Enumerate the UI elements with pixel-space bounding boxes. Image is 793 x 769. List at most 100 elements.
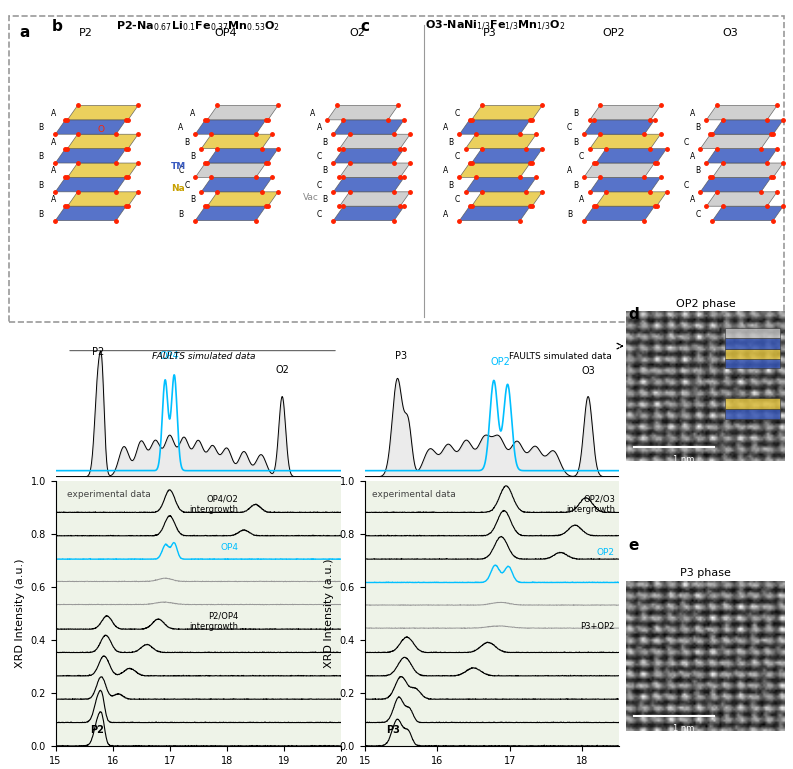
Text: C: C [567,123,572,132]
Text: P3: P3 [386,725,400,735]
Polygon shape [339,135,410,148]
Text: experimental data: experimental data [372,490,456,499]
Text: C: C [178,166,183,175]
Text: C: C [684,181,688,190]
Text: e: e [628,538,638,553]
Text: a: a [20,25,30,40]
Text: O2: O2 [275,365,289,375]
Polygon shape [328,105,398,120]
Text: O2: O2 [350,28,366,38]
Bar [725,349,780,359]
Text: A: A [190,109,196,118]
Text: B: B [39,123,44,132]
Bar [725,359,780,368]
Polygon shape [584,120,654,135]
Y-axis label: XRD Intensity (a.u.): XRD Intensity (a.u.) [15,558,25,668]
Polygon shape [712,120,783,135]
Text: A: A [442,123,448,132]
Polygon shape [472,191,542,206]
Polygon shape [465,178,536,191]
Text: B: B [449,181,454,190]
Text: P2-Na$_{0.67}$Li$_{0.1}$Fe$_{0.37}$Mn$_{0.53}$O$_2$: P2-Na$_{0.67}$Li$_{0.1}$Fe$_{0.37}$Mn$_{… [117,19,280,33]
Text: C: C [316,152,322,161]
Polygon shape [712,163,783,178]
Polygon shape [596,191,667,206]
Polygon shape [584,206,654,221]
Text: FAULTS simulated data: FAULTS simulated data [151,352,255,361]
Text: B: B [190,195,196,205]
Text: OP4: OP4 [214,28,237,38]
Text: TM: TM [171,162,186,171]
Polygon shape [195,206,266,221]
Polygon shape [56,120,126,135]
Title: OP2 phase: OP2 phase [676,299,736,309]
Text: B: B [449,138,454,147]
Text: A: A [690,152,695,161]
Polygon shape [339,163,410,178]
Text: A: A [310,109,316,118]
Text: P3+OP2: P3+OP2 [580,622,615,631]
Text: O3-NaNi$_{1/3}$Fe$_{1/3}$Mn$_{1/3}$O$_2$: O3-NaNi$_{1/3}$Fe$_{1/3}$Mn$_{1/3}$O$_2$ [425,19,566,33]
Text: P2: P2 [79,28,93,38]
Polygon shape [67,105,138,120]
Text: A: A [51,166,56,175]
Polygon shape [707,105,777,120]
Text: OP2/O3
intergrowth: OP2/O3 intergrowth [566,494,615,514]
Text: OP2: OP2 [490,357,511,367]
Text: A: A [579,195,584,205]
Polygon shape [707,148,777,163]
Text: B: B [573,181,578,190]
Text: Na: Na [171,184,185,193]
Text: OP4: OP4 [220,543,238,551]
Text: A: A [178,123,183,132]
Polygon shape [700,135,771,148]
Text: A: A [316,123,322,132]
Polygon shape [333,148,404,163]
Text: A: A [567,166,572,175]
Text: d: d [628,307,639,322]
Polygon shape [596,148,667,163]
Polygon shape [67,191,138,206]
Text: OP2: OP2 [603,28,626,38]
Polygon shape [56,206,126,221]
Text: B: B [567,210,572,218]
Title: P3 phase: P3 phase [680,568,731,578]
Polygon shape [712,206,783,221]
Polygon shape [56,178,126,191]
Polygon shape [590,178,661,191]
Polygon shape [472,105,542,120]
Text: B: B [695,166,701,175]
Y-axis label: XRD Intensity (a.u.): XRD Intensity (a.u.) [324,558,334,668]
Text: P3: P3 [395,351,407,361]
Polygon shape [207,105,278,120]
Text: B: B [573,138,578,147]
Polygon shape [700,178,771,191]
Text: B: B [39,152,44,161]
Text: A: A [51,195,56,205]
Text: B: B [178,210,183,218]
Text: A: A [442,166,448,175]
Text: C: C [185,181,190,190]
Polygon shape [333,206,404,221]
Text: Vac: Vac [303,193,319,202]
Text: 1 nm: 1 nm [673,454,695,464]
Polygon shape [195,163,266,178]
Bar [725,398,780,409]
Text: C: C [454,109,460,118]
Text: B: B [190,152,196,161]
Text: A: A [442,210,448,218]
Text: C: C [695,210,701,218]
Polygon shape [195,120,266,135]
Text: b: b [52,18,63,34]
Text: B: B [39,181,44,190]
Text: B: B [185,138,190,147]
Polygon shape [207,191,278,206]
Text: O3: O3 [722,28,738,38]
Text: P2/OP4
intergrowth: P2/OP4 intergrowth [190,612,238,631]
Polygon shape [333,178,404,191]
Text: B: B [39,210,44,218]
Text: A: A [51,138,56,147]
Text: B: B [695,123,701,132]
Text: C: C [316,181,322,190]
Text: A: A [51,109,56,118]
